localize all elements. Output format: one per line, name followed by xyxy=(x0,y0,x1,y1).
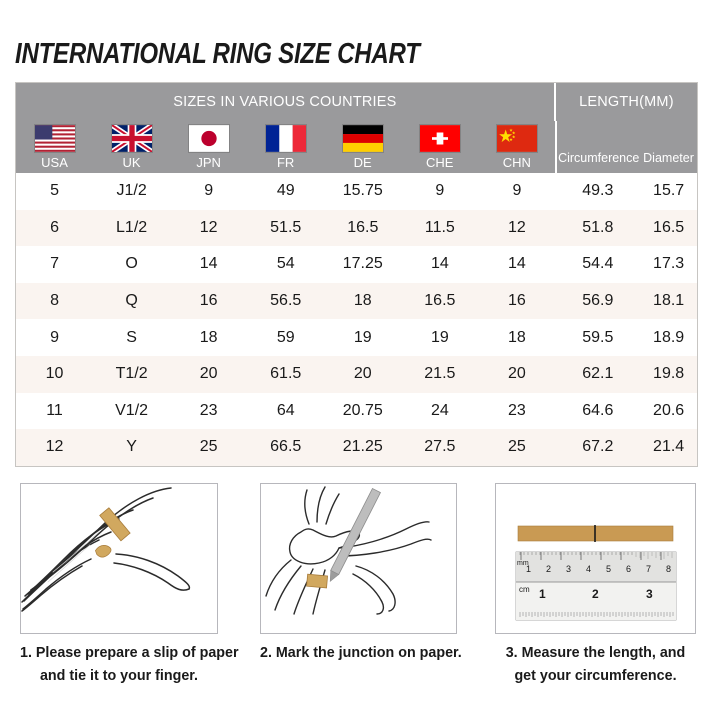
svg-text:1: 1 xyxy=(526,564,531,574)
svg-text:3: 3 xyxy=(566,564,571,574)
svg-text:4: 4 xyxy=(586,564,591,574)
svg-text:2: 2 xyxy=(546,564,551,574)
svg-text:8: 8 xyxy=(666,564,671,574)
svg-text:6: 6 xyxy=(626,564,631,574)
svg-text:7: 7 xyxy=(646,564,651,574)
svg-text:cm: cm xyxy=(519,585,530,594)
svg-text:5: 5 xyxy=(606,564,611,574)
svg-text:3: 3 xyxy=(646,587,653,601)
svg-text:2: 2 xyxy=(592,587,599,601)
svg-text:1: 1 xyxy=(539,587,546,601)
